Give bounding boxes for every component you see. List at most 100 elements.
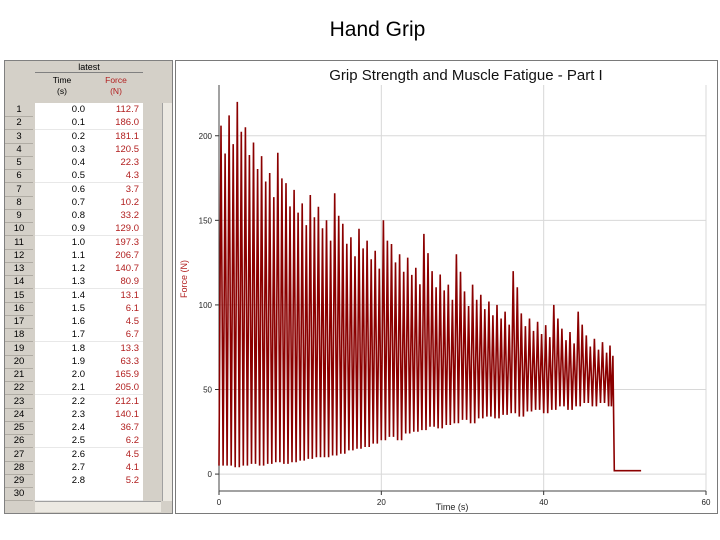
time-cell[interactable]: 2.4	[35, 421, 89, 435]
force-cell[interactable]: 4.5	[89, 315, 143, 329]
force-cell[interactable]: 120.5	[89, 142, 143, 157]
time-cell[interactable]: 1.1	[35, 248, 89, 263]
time-cell[interactable]: 0.5	[35, 169, 89, 184]
table-row[interactable]: 25 2.4 36.7	[5, 421, 165, 435]
table-row[interactable]: 23 2.2 212.1	[5, 394, 165, 409]
time-cell[interactable]: 1.7	[35, 328, 89, 343]
force-cell[interactable]: 36.7	[89, 421, 143, 435]
force-cell[interactable]: 3.7	[89, 182, 143, 197]
table-row[interactable]: 6 0.5 4.3	[5, 169, 165, 184]
time-cell[interactable]: 2.1	[35, 381, 89, 396]
time-cell[interactable]: 2.5	[35, 434, 89, 449]
table-row[interactable]: 29 2.8 5.2	[5, 474, 165, 488]
force-cell[interactable]: 80.9	[89, 275, 143, 290]
force-cell[interactable]: 206.7	[89, 248, 143, 263]
time-cell[interactable]: 0.0	[35, 103, 89, 117]
force-cell[interactable]: 22.3	[89, 156, 143, 170]
vertical-scrollbar[interactable]	[162, 103, 172, 501]
time-cell[interactable]: 2.2	[35, 394, 89, 409]
table-row[interactable]: 27 2.6 4.5	[5, 447, 165, 462]
chart-panel[interactable]: Grip Strength and Muscle Fatigue - Part …	[175, 60, 718, 514]
time-cell[interactable]: 1.2	[35, 262, 89, 276]
force-cell[interactable]: 6.7	[89, 328, 143, 343]
force-cell[interactable]: 4.5	[89, 447, 143, 462]
force-cell[interactable]: 112.7	[89, 103, 143, 117]
table-row[interactable]: 24 2.3 140.1	[5, 407, 165, 422]
y-axis-label: Force (N)	[179, 260, 189, 298]
table-row[interactable]: 2 0.1 186.0	[5, 116, 165, 131]
force-cell[interactable]: 205.0	[89, 381, 143, 396]
table-row[interactable]: 8 0.7 10.2	[5, 195, 165, 210]
time-cell[interactable]: 0.6	[35, 182, 89, 197]
time-cell[interactable]: 2.3	[35, 407, 89, 422]
force-cell[interactable]: 129.0	[89, 222, 143, 237]
table-row[interactable]: 26 2.5 6.2	[5, 434, 165, 449]
table-row[interactable]: 15 1.4 13.1	[5, 288, 165, 303]
table-row[interactable]: 3 0.2 181.1	[5, 129, 165, 144]
force-cell[interactable]: 4.1	[89, 460, 143, 475]
force-cell[interactable]: 186.0	[89, 116, 143, 131]
time-cell[interactable]: 0.8	[35, 209, 89, 223]
dataset-name[interactable]: latest	[35, 62, 143, 73]
table-row[interactable]: 12 1.1 206.7	[5, 248, 165, 263]
force-cell[interactable]: 181.1	[89, 129, 143, 144]
x-tick-label: 20	[377, 498, 386, 507]
time-cell[interactable]: 1.8	[35, 341, 89, 356]
table-row[interactable]: 10 0.9 129.0	[5, 222, 165, 237]
time-cell[interactable]: 0.1	[35, 116, 89, 131]
time-cell[interactable]: 0.2	[35, 129, 89, 144]
force-cell[interactable]: 10.2	[89, 195, 143, 210]
force-cell[interactable]: 4.3	[89, 169, 143, 184]
time-cell[interactable]: 0.7	[35, 195, 89, 210]
table-row[interactable]: 1 0.0 112.7	[5, 103, 165, 117]
force-time-chart[interactable]: Grip Strength and Muscle Fatigue - Part …	[176, 61, 717, 513]
force-cell[interactable]: 6.2	[89, 434, 143, 449]
table-row[interactable]: 5 0.4 22.3	[5, 156, 165, 170]
table-row[interactable]: 9 0.8 33.2	[5, 209, 165, 223]
table-row[interactable]: 7 0.6 3.7	[5, 182, 165, 197]
horizontal-scrollbar[interactable]	[35, 501, 161, 512]
time-cell[interactable]: 0.3	[35, 142, 89, 157]
time-cell[interactable]: 2.8	[35, 474, 89, 488]
force-cell[interactable]: 13.1	[89, 288, 143, 303]
time-cell[interactable]: 1.9	[35, 354, 89, 369]
time-cell[interactable]: 0.4	[35, 156, 89, 170]
table-row[interactable]: 18 1.7 6.7	[5, 328, 165, 343]
time-cell[interactable]: 2.0	[35, 368, 89, 382]
time-cell[interactable]: 0.9	[35, 222, 89, 237]
time-cell[interactable]: 2.6	[35, 447, 89, 462]
table-row[interactable]: 13 1.2 140.7	[5, 262, 165, 276]
time-cell[interactable]: 1.4	[35, 288, 89, 303]
data-table[interactable]: latest Time (s) Force (N) 1 0.0 112.7 2 0.1 1…	[4, 60, 173, 514]
force-cell[interactable]: 212.1	[89, 394, 143, 409]
table-row[interactable]: 30	[5, 487, 165, 502]
table-row[interactable]: 16 1.5 6.1	[5, 301, 165, 316]
force-cell[interactable]: 140.1	[89, 407, 143, 422]
time-cell[interactable]: 1.6	[35, 315, 89, 329]
force-cell[interactable]: 13.3	[89, 341, 143, 356]
table-row[interactable]: 19 1.8 13.3	[5, 341, 165, 356]
time-cell[interactable]: 2.7	[35, 460, 89, 475]
table-row[interactable]: 4 0.3 120.5	[5, 142, 165, 157]
force-cell[interactable]: 33.2	[89, 209, 143, 223]
force-cell[interactable]: 6.1	[89, 301, 143, 316]
time-cell[interactable]	[35, 487, 89, 502]
table-row[interactable]: 11 1.0 197.3	[5, 235, 165, 250]
table-row[interactable]: 28 2.7 4.1	[5, 460, 165, 475]
table-row[interactable]: 21 2.0 165.9	[5, 368, 165, 382]
time-cell[interactable]: 1.5	[35, 301, 89, 316]
force-cell[interactable]: 140.7	[89, 262, 143, 276]
time-cell[interactable]: 1.3	[35, 275, 89, 290]
force-cell[interactable]: 197.3	[89, 235, 143, 250]
table-row[interactable]: 22 2.1 205.0	[5, 381, 165, 396]
table-row[interactable]: 20 1.9 63.3	[5, 354, 165, 369]
force-cell[interactable]: 63.3	[89, 354, 143, 369]
force-cell[interactable]	[89, 487, 143, 502]
force-cell[interactable]: 165.9	[89, 368, 143, 382]
time-cell[interactable]: 1.0	[35, 235, 89, 250]
column-header-time[interactable]: Time (s)	[52, 75, 72, 96]
table-row[interactable]: 17 1.6 4.5	[5, 315, 165, 329]
column-header-force[interactable]: Force (N)	[105, 75, 127, 96]
force-cell[interactable]: 5.2	[89, 474, 143, 488]
table-row[interactable]: 14 1.3 80.9	[5, 275, 165, 290]
